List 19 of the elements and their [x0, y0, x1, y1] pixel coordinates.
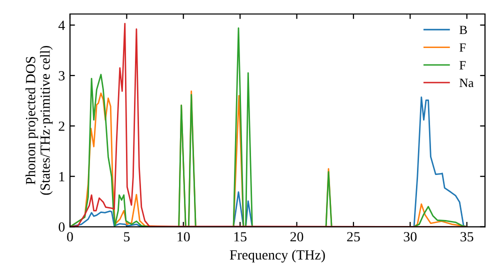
- x-tick-label: 15: [234, 232, 246, 242]
- x-tick-label: 20: [290, 232, 304, 242]
- x-tick-label: 0: [67, 232, 73, 242]
- x-tick-label: 30: [404, 232, 417, 242]
- x-tick-label: 25: [347, 232, 360, 242]
- legend-label: F: [460, 43, 466, 52]
- y-axis-title: Phonon projected DOS (States/THz·primitive cell): [26, 46, 53, 195]
- x-axis-title: Frequency (THz): [230, 250, 325, 262]
- legend-label: B: [460, 26, 467, 34]
- y-tick-label: 0: [58, 222, 65, 232]
- y-tick-label: 2: [58, 122, 64, 131]
- x-tick-label: 10: [178, 232, 190, 242]
- y-tick-label: 3: [58, 71, 65, 80]
- x-tick-label: 35: [460, 232, 474, 242]
- legend-label: F: [460, 61, 466, 70]
- y-tick-label: 4: [58, 20, 65, 30]
- y-tick-label: 1: [59, 172, 64, 182]
- x-tick-label: 5: [124, 232, 130, 242]
- legend-label: Na: [460, 78, 474, 88]
